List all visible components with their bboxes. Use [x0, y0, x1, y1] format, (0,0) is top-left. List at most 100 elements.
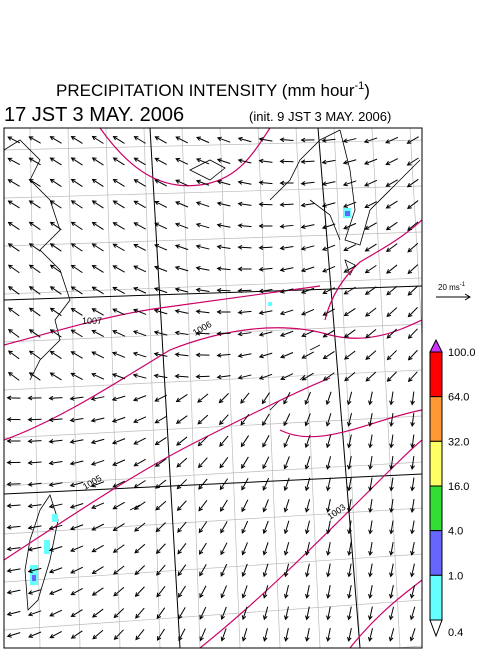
wind-arrow-head: [216, 223, 222, 228]
wind-arrow: [219, 435, 229, 447]
wind-arrow: [390, 520, 394, 534]
wind-arrow: [7, 632, 21, 637]
wind-arrow-head: [27, 503, 33, 509]
wind-arrow: [390, 391, 394, 405]
wind-arrow: [177, 479, 187, 489]
wind-arrow: [284, 499, 290, 512]
wind-arrow-head: [49, 200, 55, 205]
wind-arrow: [348, 606, 352, 620]
wind-arrow: [113, 586, 125, 597]
wind-arrow-head: [175, 136, 181, 141]
colorbar-label: 64.0: [448, 392, 469, 404]
wind-arrow-head: [407, 355, 413, 361]
wind-arrow-head: [407, 291, 413, 296]
wind-arrow: [327, 585, 331, 598]
wind-arrow: [369, 606, 373, 620]
wind-arrow-head: [70, 590, 76, 596]
wind-arrow-head: [7, 286, 13, 291]
wind-arrow: [238, 246, 252, 249]
wind-arrow: [156, 607, 166, 619]
wind-arrow: [389, 606, 395, 620]
wind-arrow: [198, 500, 208, 511]
wind-arrow: [306, 542, 310, 555]
wind-arrow-head: [409, 636, 415, 642]
wind-arrow: [154, 331, 168, 336]
wind-arrow: [92, 243, 104, 252]
wind-arrow-head: [301, 354, 307, 359]
wind-arrow: [176, 394, 188, 402]
wind-arrow: [49, 546, 63, 551]
wind-arrow: [386, 307, 398, 317]
wind-arrow-head: [174, 244, 180, 249]
wind-arrow-head: [48, 482, 54, 487]
wind-arrow: [50, 157, 62, 166]
wind-arrow: [196, 288, 210, 293]
wind-arrow-head: [365, 333, 371, 339]
wind-arrow: [410, 585, 416, 598]
wind-arrow: [50, 136, 62, 144]
wind-arrow: [154, 394, 168, 402]
wind-arrow: [7, 547, 21, 550]
wind-arrow-head: [155, 505, 161, 511]
wind-arrow-head: [219, 485, 225, 491]
wind-arrow: [326, 456, 332, 469]
coastline: [129, 344, 321, 511]
wind-arrow-head: [174, 373, 180, 379]
wind-arrow-head: [389, 529, 394, 535]
wind-arrow-head: [304, 507, 310, 513]
wind-arrow-head: [220, 571, 225, 577]
wind-arrow: [175, 331, 189, 336]
wind-arrow-head: [153, 373, 159, 379]
colorbar-over: [429, 338, 443, 353]
wind-arrow-head: [135, 613, 140, 619]
wind-arrow: [50, 630, 62, 639]
wind-arrow-head: [133, 418, 139, 423]
wind-arrow: [92, 136, 104, 144]
wind-arrow: [112, 480, 126, 488]
wind-arrow: [71, 286, 83, 295]
wind-arrow-head: [112, 461, 118, 466]
wind-arrow: [217, 246, 231, 249]
wind-arrow: [178, 607, 186, 619]
wind-arrow-head: [241, 464, 246, 469]
wind-arrow: [50, 372, 62, 381]
wind-arrow: [154, 222, 168, 230]
wind-arrow: [28, 482, 42, 486]
wind-arrow: [71, 264, 83, 274]
wind-arrow: [71, 609, 83, 617]
wind-arrow-head: [69, 417, 75, 423]
wind-arrow-head: [342, 138, 348, 144]
wind-arrow: [322, 181, 336, 185]
wind-arrow: [280, 160, 294, 163]
wind-arrow: [305, 520, 311, 534]
wind-arrow-head: [389, 486, 394, 492]
wind-arrow: [28, 610, 42, 616]
wind-arrow: [217, 224, 231, 228]
wind-arrow-head: [155, 527, 161, 533]
wind-arrow: [49, 439, 63, 443]
wind-arrow: [199, 542, 207, 555]
colorbar-segment: [429, 351, 443, 398]
wind-arrow: [155, 179, 167, 187]
wind-arrow-head: [406, 139, 412, 144]
wind-arrow-head: [113, 591, 119, 597]
coastline: [4, 139, 71, 381]
wind-arrow: [259, 373, 273, 380]
wind-arrow: [91, 417, 105, 422]
wind-arrow-head: [347, 572, 352, 578]
wind-arrow-head: [154, 244, 160, 249]
wind-arrow-head: [322, 376, 328, 381]
wind-arrow: [28, 567, 42, 573]
wind-arrow-head: [48, 525, 54, 531]
wind-arrow-head: [6, 481, 12, 487]
wind-arrow: [322, 202, 336, 207]
wind-arrow: [113, 544, 125, 553]
wind-arrow-head: [153, 287, 159, 292]
wind-arrow: [348, 499, 352, 512]
colorbar-label: 0.4: [448, 627, 463, 639]
wind-arrow-head: [7, 221, 13, 227]
wind-arrow-head: [112, 222, 118, 227]
wind-arrow: [280, 267, 294, 271]
wind-arrow-head: [385, 247, 391, 253]
wind-arrow: [242, 563, 248, 577]
